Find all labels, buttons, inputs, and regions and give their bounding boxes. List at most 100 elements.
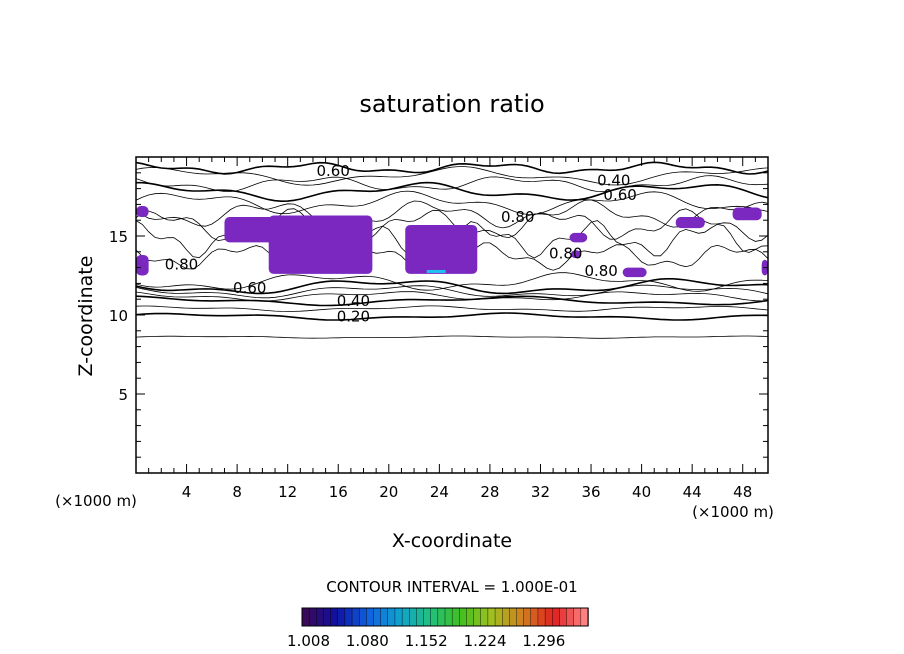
- contour-line: [136, 305, 768, 312]
- colorbar-segment: [459, 607, 468, 627]
- contour-label: 0.20: [337, 308, 370, 326]
- x-tick-label: 40: [632, 483, 651, 501]
- contour-label: 0.80: [165, 255, 198, 273]
- contour-line: [136, 295, 768, 307]
- contour-line: [136, 199, 768, 229]
- x-tick-label: 36: [581, 483, 600, 501]
- colorbar-segment: [409, 607, 418, 627]
- contour-label: 0.60: [603, 186, 636, 204]
- contour-line: [136, 284, 768, 299]
- colorbar-segment: [487, 607, 496, 627]
- colorbar-segment: [323, 607, 332, 627]
- colorbar-segment: [530, 607, 539, 627]
- contour-line: [136, 175, 768, 193]
- colorbar-segment: [451, 607, 460, 627]
- contour-line: [136, 335, 768, 339]
- colorbar-segment: [437, 607, 446, 627]
- x-axis-label: X-coordinate: [392, 530, 512, 552]
- supersaturation-region: [675, 217, 705, 229]
- colorbar-segment: [337, 607, 346, 627]
- supersaturation-region: [570, 250, 581, 259]
- x-unit-right: (×1000 m): [692, 503, 774, 521]
- contour-label: 0.40: [597, 172, 630, 190]
- contour-label: 0.60: [316, 162, 349, 180]
- colorbar-segment: [387, 607, 396, 627]
- colorbar-tick-label: 1.008: [287, 632, 330, 650]
- colorbar-segment: [566, 607, 575, 627]
- colorbar-segment: [516, 607, 525, 627]
- max-saturation-region: [426, 269, 446, 273]
- x-tick-label: 16: [329, 483, 348, 501]
- y-tick-label: 15: [109, 228, 128, 246]
- chart-title: saturation ratio: [359, 90, 544, 118]
- x-tick-label: 32: [531, 483, 550, 501]
- contour-line: [136, 278, 768, 295]
- colorbar-segment: [552, 607, 561, 627]
- colorbar-tick-label: 1.152: [405, 632, 448, 650]
- y-axis-label: Z-coordinate: [75, 256, 97, 377]
- x-tick-label: 20: [379, 483, 398, 501]
- colorbar-segment: [401, 607, 410, 627]
- colorbar-segment: [480, 607, 489, 627]
- x-tick-label: 8: [232, 483, 242, 501]
- colorbar-tick-label: 1.224: [464, 632, 507, 650]
- colorbar-segment: [423, 607, 432, 627]
- x-tick-label: 28: [480, 483, 499, 501]
- contour-line: [136, 181, 768, 203]
- colorbar-segment: [308, 607, 317, 627]
- contour-interval-label: CONTOUR INTERVAL = 1.000E-01: [326, 578, 577, 596]
- plot-area: 0.600.400.600.800.800.800.800.600.400.20…: [109, 156, 769, 501]
- contour-line: [136, 291, 768, 302]
- contour-line: [136, 312, 768, 321]
- supersaturation-region: [732, 207, 762, 221]
- colorbar-segment: [466, 607, 475, 627]
- contour-line: [136, 166, 768, 186]
- colorbar-segment: [444, 607, 453, 627]
- colorbar-segment: [430, 607, 439, 627]
- colorbar-segment: [394, 607, 403, 627]
- supersaturation-region: [622, 267, 647, 278]
- colorbar-segment: [502, 607, 511, 627]
- contour-label: 0.60: [233, 279, 266, 297]
- colorbar-segment: [359, 607, 368, 627]
- supersaturation-region: [569, 232, 588, 243]
- contour-line: [136, 161, 768, 175]
- colorbar-segment: [330, 607, 339, 627]
- colorbar-segment: [351, 607, 360, 627]
- colorbar-segment: [509, 607, 518, 627]
- y-tick-label: 10: [109, 307, 128, 325]
- x-unit-left: (×1000 m): [55, 492, 137, 510]
- colorbar-segment: [544, 607, 553, 627]
- x-tick-label: 44: [683, 483, 702, 501]
- colorbar-segment: [416, 607, 425, 627]
- colorbar-segment: [316, 607, 325, 627]
- x-tick-label: 4: [182, 483, 192, 501]
- colorbar-segment: [366, 607, 375, 627]
- colorbar-segment: [380, 607, 389, 627]
- x-tick-label: 12: [278, 483, 297, 501]
- colorbar: 1.008 1.080 1.152 1.224 1.296: [287, 607, 589, 650]
- colorbar-frame: [301, 607, 589, 627]
- supersaturation-region: [405, 224, 478, 274]
- colorbar-segment: [494, 607, 503, 627]
- x-tick-label: 48: [733, 483, 752, 501]
- supersaturation-region: [136, 205, 149, 218]
- supersaturation-region: [268, 215, 373, 274]
- supersaturation-region: [136, 254, 149, 276]
- colorbar-segment: [301, 607, 310, 627]
- contour-label: 0.80: [501, 208, 534, 226]
- x-tick-label: 24: [430, 483, 449, 501]
- contour-label: 0.40: [337, 292, 370, 310]
- colorbar-segment: [523, 607, 532, 627]
- colorbar-segment: [559, 607, 568, 627]
- contour-label: 0.80: [549, 244, 582, 262]
- colorbar-segment: [373, 607, 382, 627]
- contour-line: [136, 190, 768, 215]
- plot-clip-group: 0.600.400.600.800.800.800.800.600.400.20: [136, 161, 768, 339]
- contour-line: [136, 272, 768, 292]
- y-tick-label: 5: [118, 386, 128, 404]
- colorbar-segment: [573, 607, 582, 627]
- contour-label: 0.80: [584, 262, 617, 280]
- colorbar-tick-label: 1.080: [346, 632, 389, 650]
